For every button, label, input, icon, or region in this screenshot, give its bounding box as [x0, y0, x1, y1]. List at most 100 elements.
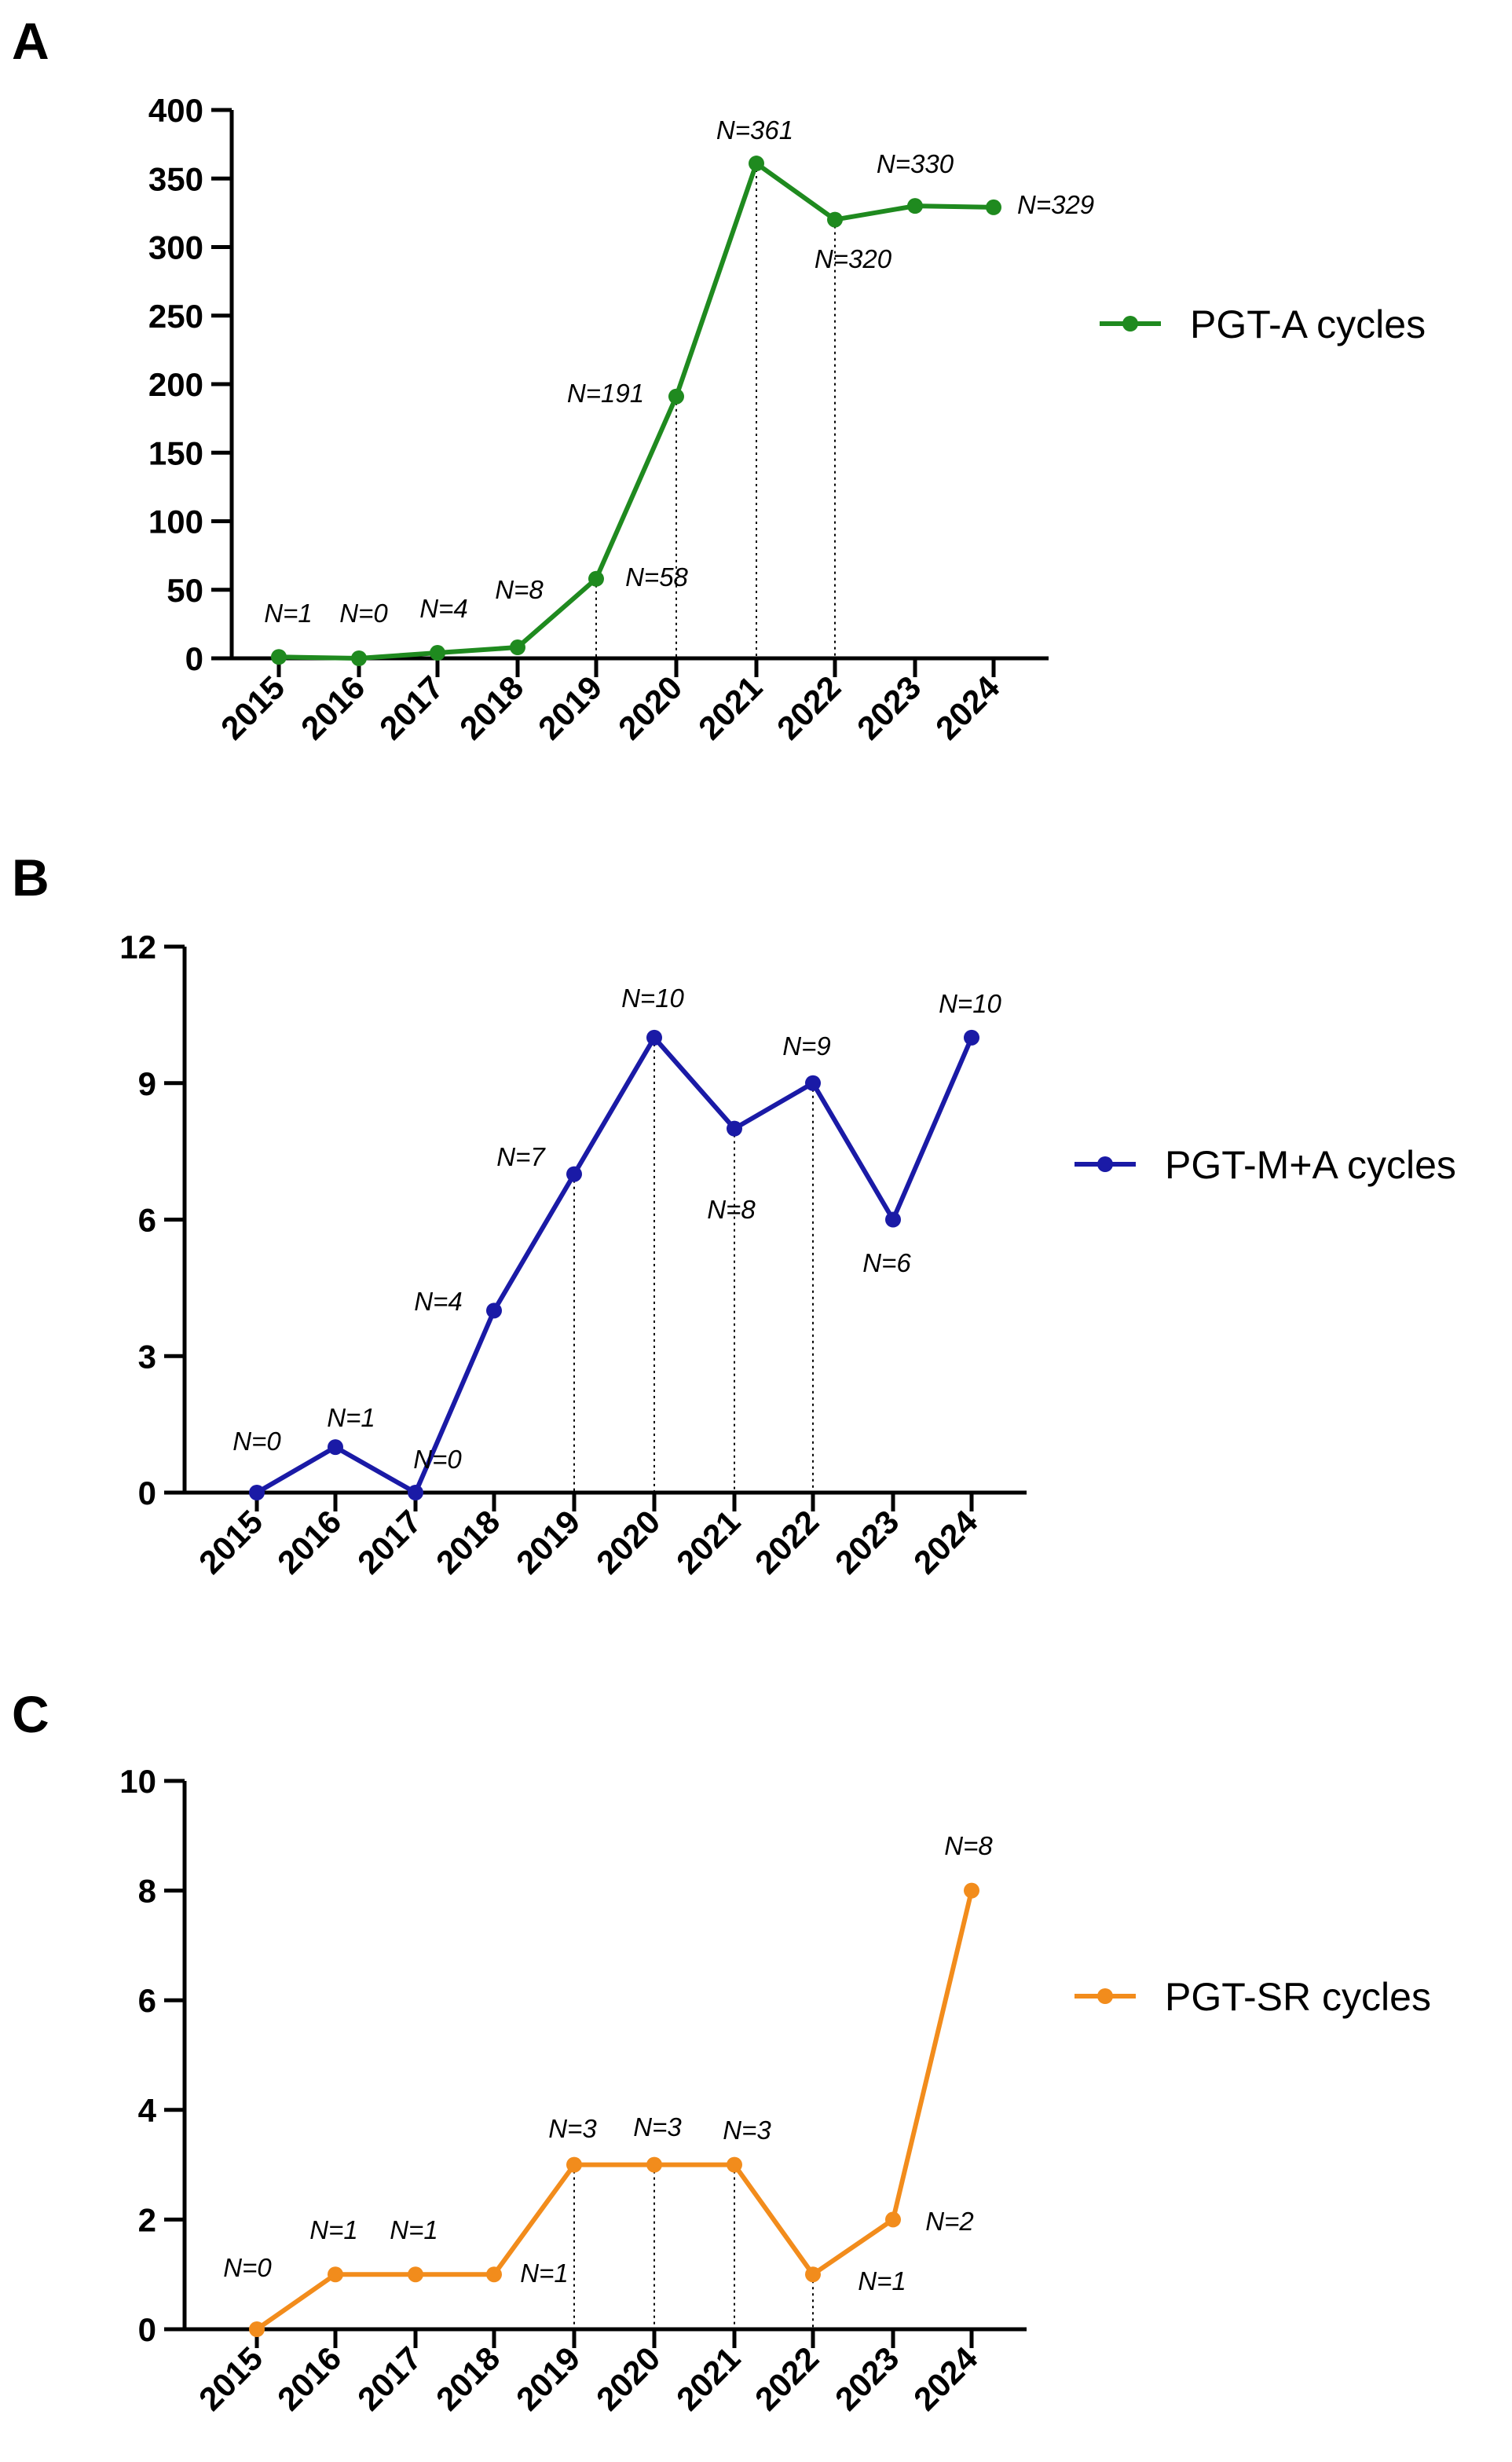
- data-point: [727, 1120, 742, 1137]
- x-tick-label: 2020: [589, 1503, 667, 1581]
- x-tick-label: 2022: [748, 2339, 826, 2417]
- series-line: [255, 1889, 974, 2332]
- x-tick-label: 2019: [509, 2339, 587, 2417]
- data-label: N=8: [495, 575, 544, 604]
- x-tick-label: 2019: [509, 1503, 587, 1581]
- data-point: [646, 2156, 662, 2173]
- x-tick-label: 2022: [770, 669, 848, 746]
- data-label: N=329: [1017, 190, 1094, 219]
- data-point: [805, 2266, 821, 2283]
- data-point: [328, 2266, 343, 2283]
- chart-panel-c: C 0 2 4 6 8 10 2015 2016 2017 2018 2019 2020 2021 2022…: [12, 1685, 1431, 2417]
- data-point: [566, 1166, 582, 1182]
- y-tick-label: 6: [138, 1202, 156, 1239]
- legend: PGT-A cycles: [1100, 302, 1426, 346]
- x-tick-label: 2017: [372, 669, 450, 746]
- data-label: N=0: [339, 599, 388, 628]
- x-tick-label: 2017: [350, 1503, 428, 1581]
- y-tick-label: 3: [138, 1338, 156, 1375]
- series-line: [255, 1035, 974, 1495]
- y-tick-label: 6: [138, 1982, 156, 2019]
- data-label: N=1: [520, 2259, 568, 2288]
- data-point: [588, 570, 604, 587]
- data-label: N=2: [925, 2207, 973, 2236]
- data-point: [964, 1029, 979, 1046]
- data-label: N=1: [264, 599, 312, 628]
- x-tick-label: 2021: [669, 1503, 747, 1581]
- panel-letter: A: [12, 12, 49, 70]
- data-point: [249, 1485, 265, 1500]
- data-label: N=4: [414, 1287, 462, 1316]
- data-label: N=3: [548, 2114, 597, 2143]
- data-point: [964, 1882, 979, 1899]
- legend-marker: [1097, 1988, 1113, 2004]
- series-line: [278, 161, 994, 661]
- y-tick-label: 8: [138, 1873, 156, 1910]
- data-label: N=58: [625, 562, 688, 592]
- x-tick-label: 2020: [611, 669, 689, 746]
- legend-marker: [1122, 316, 1138, 332]
- y-tick-label: 0: [138, 1475, 156, 1511]
- data-label: N=0: [413, 1445, 462, 1474]
- data-point: [249, 2321, 265, 2337]
- data-label: N=0: [223, 2253, 272, 2282]
- data-point: [727, 2156, 742, 2173]
- x-tick-label: 2015: [192, 2339, 269, 2417]
- data-label: N=0: [232, 1427, 281, 1456]
- data-point: [328, 1439, 343, 1456]
- x-tick-label: 2018: [452, 669, 530, 746]
- data-label: N=6: [862, 1248, 911, 1277]
- x-tick-label: 2024: [906, 1503, 985, 1581]
- data-point: [668, 388, 684, 405]
- y-tick-label: 250: [148, 298, 203, 335]
- x-tick-label: 2016: [270, 2339, 348, 2417]
- data-label: N=320: [815, 244, 892, 273]
- data-point: [827, 211, 843, 228]
- y-tick-label: 0: [138, 2311, 156, 2348]
- y-tick-label: 350: [148, 160, 203, 197]
- x-tick-label: 2015: [214, 669, 291, 746]
- data-point: [646, 1029, 662, 1046]
- data-point: [271, 649, 287, 665]
- data-label: N=9: [782, 1031, 830, 1061]
- data-label: N=4: [419, 594, 467, 623]
- legend-marker: [1097, 1156, 1113, 1172]
- data-point: [486, 1302, 502, 1319]
- y-tick-label: 400: [148, 92, 203, 129]
- x-tick-label: 2016: [270, 1503, 348, 1581]
- data-label: N=8: [944, 1831, 993, 1860]
- data-point: [430, 645, 445, 661]
- data-point: [351, 650, 367, 666]
- x-tick-label: 2024: [928, 669, 1007, 747]
- x-tick-label: 2021: [669, 2339, 747, 2417]
- data-label: N=1: [390, 2215, 437, 2244]
- data-point: [805, 1075, 821, 1091]
- legend: PGT-SR cycles: [1075, 1975, 1431, 2019]
- panel-letter: B: [12, 848, 49, 907]
- y-tick-label: 2: [138, 2201, 156, 2238]
- data-point: [408, 2266, 423, 2283]
- data-point: [408, 1485, 423, 1500]
- data-label: N=1: [309, 2215, 357, 2244]
- x-tick-label: 2018: [429, 1503, 507, 1581]
- data-point: [885, 2211, 901, 2228]
- y-tick-label: 12: [119, 929, 156, 965]
- data-point: [986, 199, 1001, 215]
- x-tick-label: 2019: [531, 669, 609, 746]
- y-tick-label: 9: [138, 1065, 156, 1102]
- data-label: N=10: [939, 989, 1001, 1018]
- data-point: [749, 156, 764, 172]
- data-label: N=361: [716, 115, 793, 145]
- data-point: [566, 2156, 582, 2173]
- x-tick-label: 2015: [192, 1503, 269, 1581]
- x-tick-label: 2017: [350, 2339, 428, 2417]
- data-point: [907, 198, 923, 214]
- panel-letter: C: [12, 1685, 49, 1743]
- data-label: N=7: [496, 1142, 546, 1171]
- data-label: N=3: [723, 2116, 771, 2145]
- x-tick-label: 2024: [906, 2339, 985, 2418]
- legend: PGT-M+A cycles: [1075, 1143, 1456, 1187]
